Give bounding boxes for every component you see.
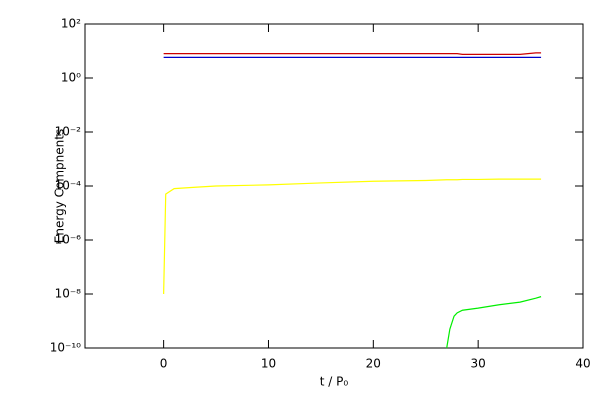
y-tick-label: 10² (61, 17, 81, 31)
x-tick-label: 0 (160, 357, 168, 371)
y-tick-label: 10⁰ (61, 71, 81, 85)
plot-frame (84, 23, 584, 349)
y-tick-label: 10⁻⁸ (55, 287, 82, 301)
series-line (163, 52, 542, 55)
y-tick-label: 10⁻¹⁰ (50, 341, 81, 355)
y-axis-label: Energy Compnents (53, 129, 67, 243)
y-tick-label: 10⁻⁶ (55, 233, 82, 247)
x-tick-label: 30 (471, 357, 486, 371)
y-tick-label: 10⁻² (55, 125, 82, 139)
y-tick-label: 10⁻⁴ (55, 179, 82, 193)
x-axis-label: t / P₀ (320, 375, 349, 389)
series-line (446, 296, 542, 349)
x-tick-label: 40 (575, 357, 590, 371)
x-tick-label: 10 (261, 357, 276, 371)
x-tick-label: 20 (366, 357, 381, 371)
series-line (163, 178, 542, 295)
